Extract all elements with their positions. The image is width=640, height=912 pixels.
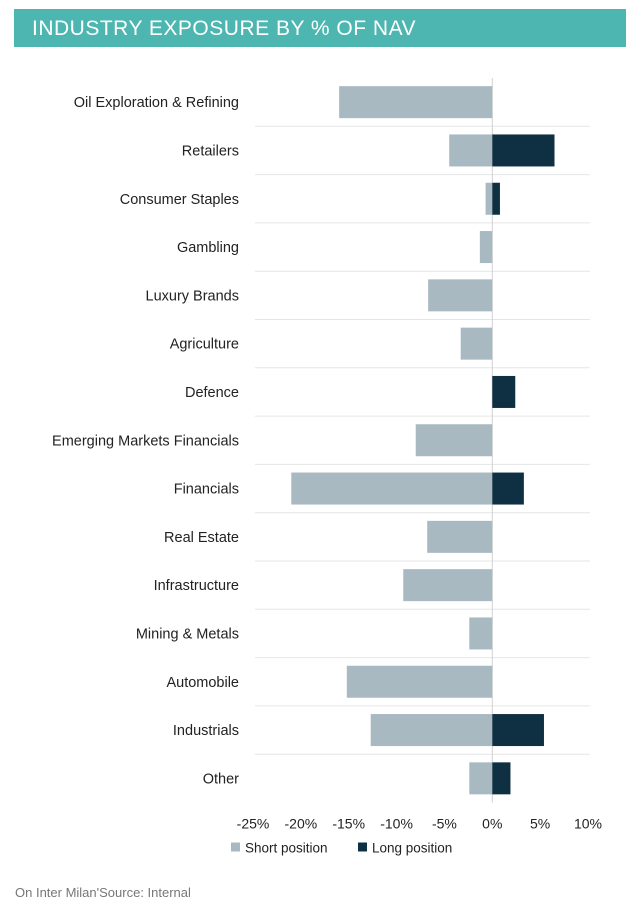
bar-short-position xyxy=(339,86,493,119)
x-tick-label: 5% xyxy=(530,816,550,832)
bar-short-position xyxy=(428,279,493,312)
bar-short-position xyxy=(427,520,493,553)
bar-short-position xyxy=(291,472,493,505)
bar-long-position xyxy=(492,182,500,215)
bar-long-position xyxy=(492,134,555,167)
category-label: Infrastructure xyxy=(154,578,239,594)
bar-short-position xyxy=(346,665,493,698)
x-tick-label: -15% xyxy=(332,816,365,832)
category-label: Gambling xyxy=(177,240,239,256)
bar-long-position xyxy=(492,375,516,408)
bar-long-position xyxy=(492,762,511,795)
bar-short-position xyxy=(485,182,493,215)
bar-short-position xyxy=(449,134,493,167)
category-label: Mining & Metals xyxy=(136,626,239,642)
category-label: Defence xyxy=(185,385,239,401)
bar-short-position xyxy=(370,714,493,747)
category-label: Other xyxy=(203,771,239,787)
category-label: Consumer Staples xyxy=(120,192,239,208)
bar-short-position xyxy=(469,617,493,650)
bar-short-position xyxy=(403,569,493,602)
category-label: Automobile xyxy=(166,675,239,691)
x-tick-label: -25% xyxy=(237,816,270,832)
legend-label-long: Long position xyxy=(372,841,452,856)
bar-chart: Oil Exploration & Refining Retailers Consu… xyxy=(52,78,602,856)
bar-short-position xyxy=(460,327,493,360)
x-tick-label: -20% xyxy=(285,816,318,832)
x-tick-label: 0% xyxy=(482,816,502,832)
source-note: On Inter Milan'Source: Internal xyxy=(15,885,191,900)
category-label: Agriculture xyxy=(170,337,239,353)
bar-short-position xyxy=(469,762,493,795)
category-label: Luxury Brands xyxy=(146,288,240,304)
legend-label-short: Short position xyxy=(245,841,328,856)
bar-short-position xyxy=(479,231,493,264)
bar-long-position xyxy=(492,472,524,505)
category-label: Emerging Markets Financials xyxy=(52,433,239,449)
category-label: Financials xyxy=(174,482,239,498)
x-tick-label: 10% xyxy=(574,816,602,832)
category-label: Retailers xyxy=(182,143,239,159)
chart-title: INDUSTRY EXPOSURE BY % OF NAV xyxy=(32,17,417,40)
category-label: Real Estate xyxy=(164,530,239,546)
x-tick-label: -10% xyxy=(380,816,413,832)
bar-short-position xyxy=(415,424,493,457)
category-label: Industrials xyxy=(173,723,239,739)
title-bar: INDUSTRY EXPOSURE BY % OF NAV xyxy=(14,9,626,47)
category-label: Oil Exploration & Refining xyxy=(74,95,239,111)
bar-long-position xyxy=(492,714,544,747)
x-tick-label: -5% xyxy=(432,816,457,832)
legend-swatch-short xyxy=(231,842,240,852)
legend-swatch-long xyxy=(358,842,367,852)
